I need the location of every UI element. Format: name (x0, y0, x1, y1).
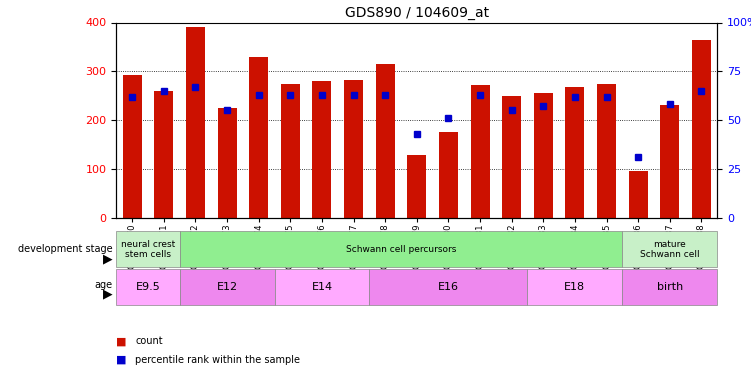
Text: E9.5: E9.5 (136, 282, 161, 292)
Bar (439, 132, 458, 218)
Text: E14: E14 (312, 282, 333, 292)
FancyBboxPatch shape (623, 269, 717, 305)
Text: neural crest
stem cells: neural crest stem cells (121, 240, 175, 259)
FancyBboxPatch shape (369, 269, 527, 305)
FancyBboxPatch shape (116, 231, 179, 267)
Text: count: count (135, 336, 163, 346)
FancyBboxPatch shape (623, 231, 717, 267)
Bar (281, 84, 300, 218)
Text: development stage: development stage (18, 244, 113, 254)
Text: Schwann cell percursors: Schwann cell percursors (345, 245, 456, 254)
Title: GDS890 / 104609_at: GDS890 / 104609_at (345, 6, 489, 20)
FancyBboxPatch shape (527, 269, 623, 305)
FancyBboxPatch shape (179, 231, 623, 267)
Bar (186, 27, 205, 218)
Bar (534, 93, 553, 218)
Text: ▶: ▶ (103, 252, 113, 265)
Text: ■: ■ (116, 336, 127, 346)
Text: E16: E16 (438, 282, 459, 292)
FancyBboxPatch shape (179, 269, 275, 305)
Bar (597, 84, 616, 218)
Bar (407, 155, 427, 218)
Text: ▶: ▶ (103, 288, 113, 301)
Bar (155, 91, 173, 218)
Bar (376, 64, 395, 217)
Bar (566, 87, 584, 218)
Bar (471, 85, 490, 218)
Text: mature
Schwann cell: mature Schwann cell (640, 240, 700, 259)
Bar (249, 57, 268, 217)
Bar (660, 105, 679, 218)
Bar (122, 75, 142, 217)
Text: E12: E12 (216, 282, 237, 292)
Bar (218, 108, 237, 218)
Text: E18: E18 (564, 282, 586, 292)
Bar (502, 96, 521, 218)
Bar (312, 81, 331, 218)
Bar (692, 40, 711, 218)
Text: age: age (95, 280, 113, 290)
Bar (344, 80, 363, 218)
FancyBboxPatch shape (275, 269, 369, 305)
Text: ■: ■ (116, 355, 127, 365)
FancyBboxPatch shape (116, 269, 179, 305)
Text: percentile rank within the sample: percentile rank within the sample (135, 355, 300, 365)
Text: birth: birth (656, 282, 683, 292)
Bar (629, 171, 647, 217)
